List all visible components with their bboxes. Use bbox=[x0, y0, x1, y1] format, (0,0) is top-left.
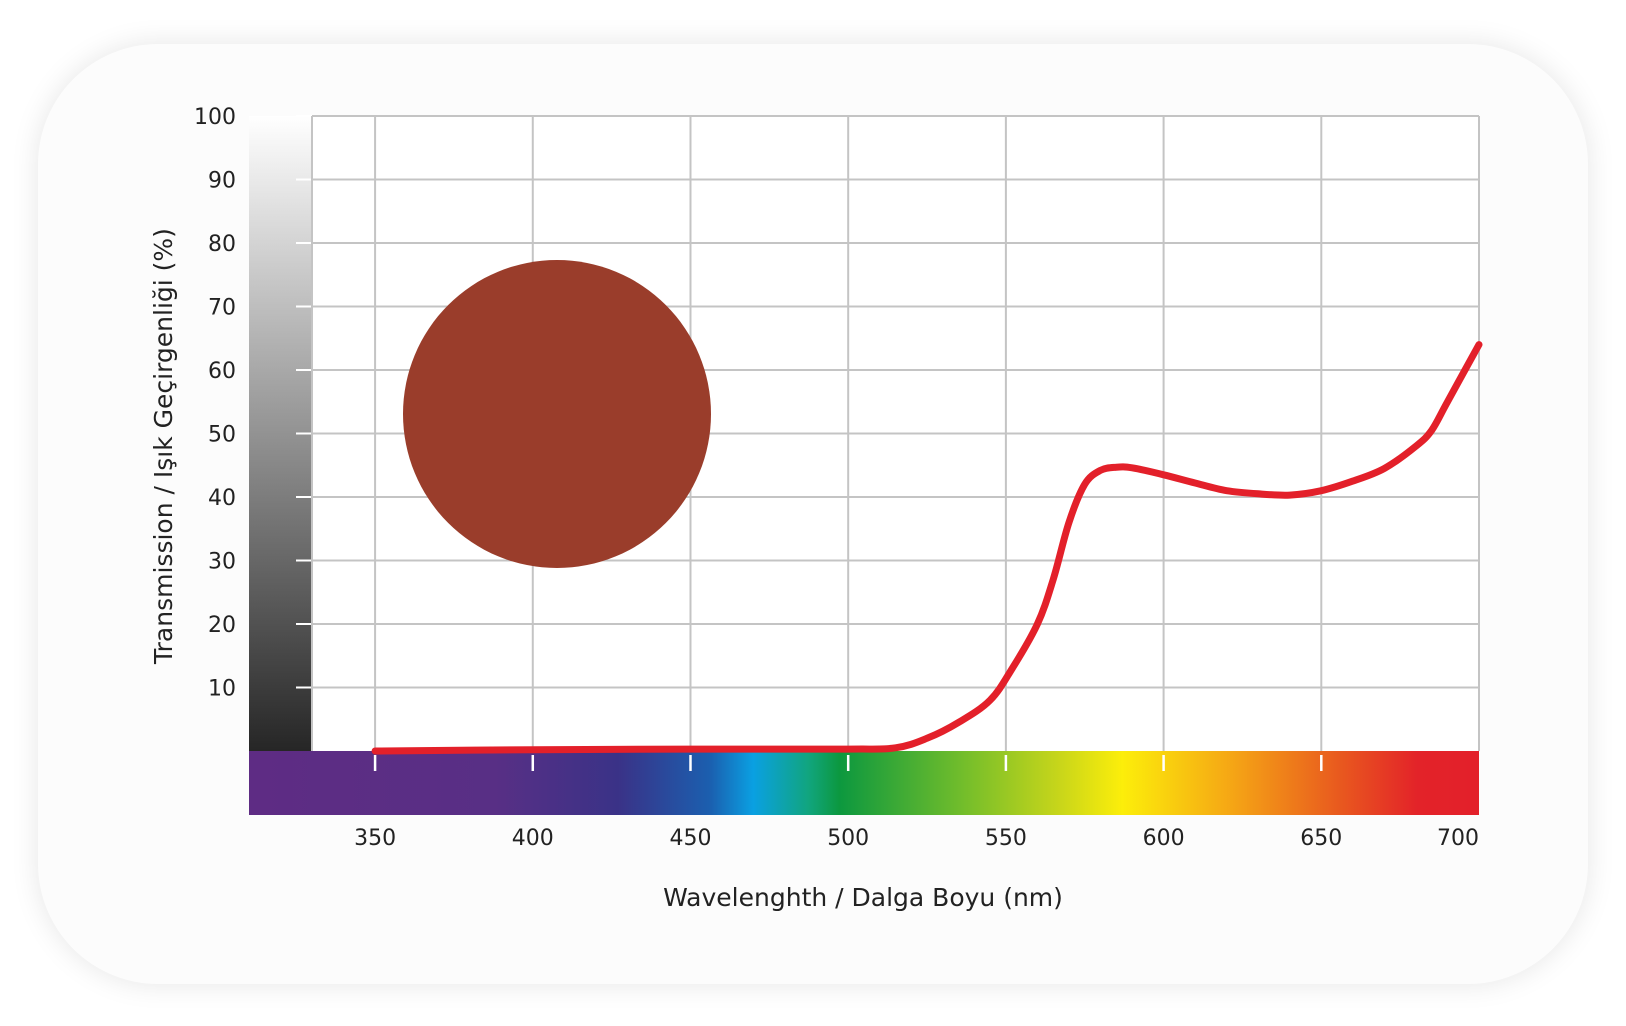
y-tick-label-50: 50 bbox=[208, 423, 236, 448]
x-tick-label-450: 450 bbox=[669, 826, 711, 851]
x-tick-label-400: 400 bbox=[512, 826, 554, 851]
x-tick-label-550: 550 bbox=[985, 826, 1027, 851]
x-tick-label-700: 700 bbox=[1437, 826, 1479, 851]
y-tick-label-80: 80 bbox=[208, 232, 236, 257]
y-tick-label-60: 60 bbox=[208, 359, 236, 384]
spectrum-ticks bbox=[373, 755, 1323, 771]
y-tick-label-30: 30 bbox=[208, 550, 236, 575]
y-tick-label-10: 10 bbox=[208, 677, 236, 702]
y-tick-label-70: 70 bbox=[208, 296, 236, 321]
x-axis-title: Wavelenghth / Dalga Boyu (nm) bbox=[663, 883, 1063, 912]
transmission-curve bbox=[371, 341, 1483, 755]
x-tick-label-600: 600 bbox=[1143, 826, 1185, 851]
spectrum-bar bbox=[249, 751, 1479, 815]
y-tick-label-40: 40 bbox=[208, 486, 236, 511]
x-axis-tick-labels: 350 400 450 500 550 600 650 700 bbox=[354, 826, 1479, 851]
x-tick-label-650: 650 bbox=[1300, 826, 1342, 851]
y-tick-label-90: 90 bbox=[208, 169, 236, 194]
y-tick-label-100: 100 bbox=[194, 105, 236, 130]
y-axis-tick-labels: 10 20 30 40 50 60 70 80 90 100 bbox=[194, 105, 236, 702]
x-tick-label-500: 500 bbox=[827, 826, 869, 851]
y-tick-label-20: 20 bbox=[208, 613, 236, 638]
x-tick-label-350: 350 bbox=[354, 826, 396, 851]
sample-color-swatch bbox=[403, 260, 711, 568]
y-axis-title: Transmission / Işık Geçirgenliği (%) bbox=[149, 228, 178, 665]
